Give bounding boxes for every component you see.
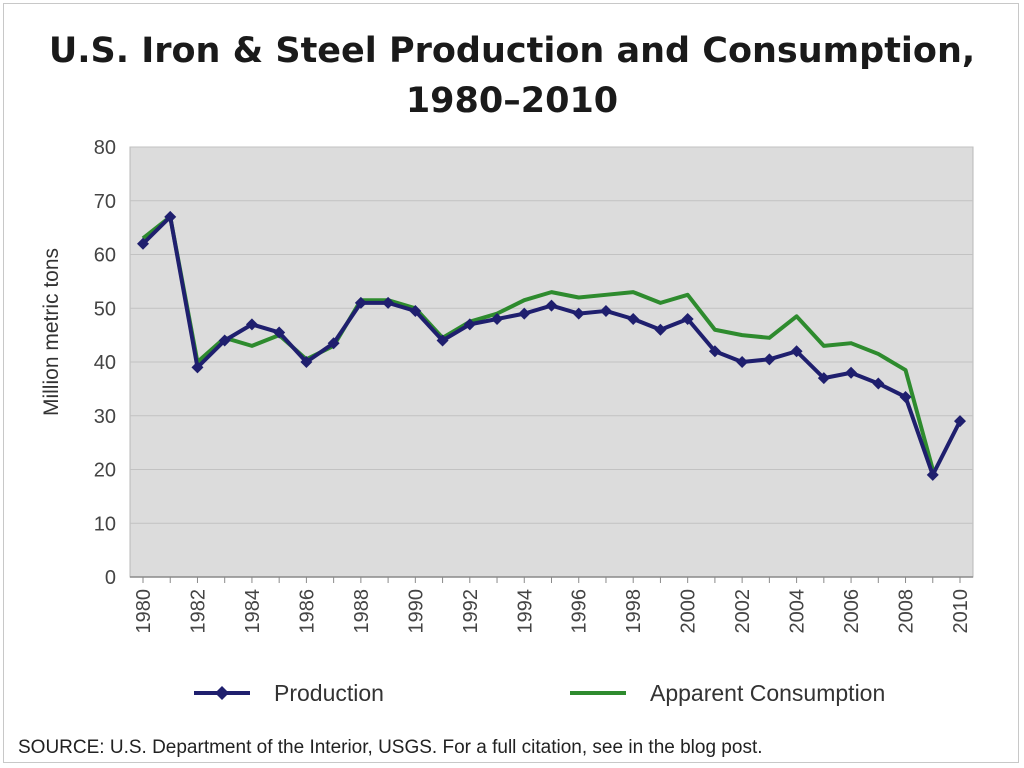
x-tick-label: 1988 [351, 589, 373, 634]
y-axis-label: Million metric tons [40, 248, 63, 416]
x-tick-label: 2004 [787, 589, 809, 634]
production-point [463, 318, 476, 331]
x-tick-label: 2006 [841, 589, 863, 634]
production-point [245, 318, 258, 331]
y-tick-label: 30 [94, 406, 116, 428]
x-tick-label: 1992 [460, 589, 482, 634]
production-point [899, 390, 912, 403]
production-point [872, 377, 885, 390]
production-point [518, 307, 531, 320]
legend-production-label: Production [274, 679, 384, 706]
x-tick-label: 2002 [732, 589, 754, 634]
x-tick-label: 1984 [242, 589, 264, 634]
x-tick-label: 2010 [950, 589, 972, 634]
production-point [572, 307, 585, 320]
y-tick-label: 0 [105, 567, 116, 589]
production-point [191, 361, 204, 374]
production-point [273, 326, 286, 339]
production-point [736, 356, 749, 368]
legend-production-swatch [194, 686, 250, 700]
y-tick-label: 50 [94, 298, 116, 320]
production-point [708, 345, 721, 358]
chart-title-line-2: 1980–2010 [405, 81, 619, 121]
y-tick-label: 40 [94, 352, 116, 374]
chart-title: U.S. Iron & Steel Production and Consump… [0, 26, 1024, 126]
production-point [817, 372, 830, 385]
production-point [954, 415, 966, 428]
production-point [218, 334, 231, 347]
production-point [491, 313, 504, 325]
x-tick-label: 1996 [569, 589, 591, 634]
x-tick-label: 1986 [296, 589, 318, 634]
chart-title-line-1: U.S. Iron & Steel Production and Consump… [48, 31, 976, 71]
x-tick-label: 1980 [133, 589, 155, 634]
y-tick-label: 70 [94, 191, 116, 213]
y-tick-label: 60 [94, 245, 116, 267]
x-tick-label: 2000 [678, 589, 700, 634]
production-point [327, 337, 340, 350]
x-tick-label: 1982 [187, 589, 209, 634]
x-tick-label: 2008 [896, 589, 918, 634]
production-point [681, 313, 694, 325]
production-point [382, 296, 395, 309]
y-tick-label: 80 [94, 137, 116, 159]
production-point [300, 356, 313, 368]
production-point [599, 304, 612, 317]
legend-consumption-label: Apparent Consumption [650, 679, 886, 706]
production-point [164, 210, 177, 223]
production-point [627, 313, 640, 325]
x-tick-label: 1998 [623, 589, 645, 634]
series-line-apparent-consumption [141, 214, 935, 471]
production-point [137, 237, 149, 250]
production-point [409, 304, 422, 317]
production-point [790, 345, 803, 358]
legend-item-apparent-consumption: Apparent Consumption [568, 678, 885, 708]
x-tick-label: 1994 [514, 589, 536, 634]
production-point [436, 334, 449, 347]
production-point [354, 296, 367, 309]
source-note: SOURCE: U.S. Department of the Interior,… [18, 737, 763, 758]
production-point [763, 353, 776, 366]
production-point [845, 366, 858, 379]
y-tick-label: 20 [94, 460, 116, 482]
y-tick-label: 10 [94, 513, 116, 535]
legend-item-production: Production [192, 678, 384, 708]
production-point [654, 323, 667, 336]
legend-consumption-swatch [570, 691, 626, 695]
production-point [926, 468, 939, 481]
x-tick-label: 1990 [405, 589, 427, 634]
production-point [545, 299, 558, 312]
